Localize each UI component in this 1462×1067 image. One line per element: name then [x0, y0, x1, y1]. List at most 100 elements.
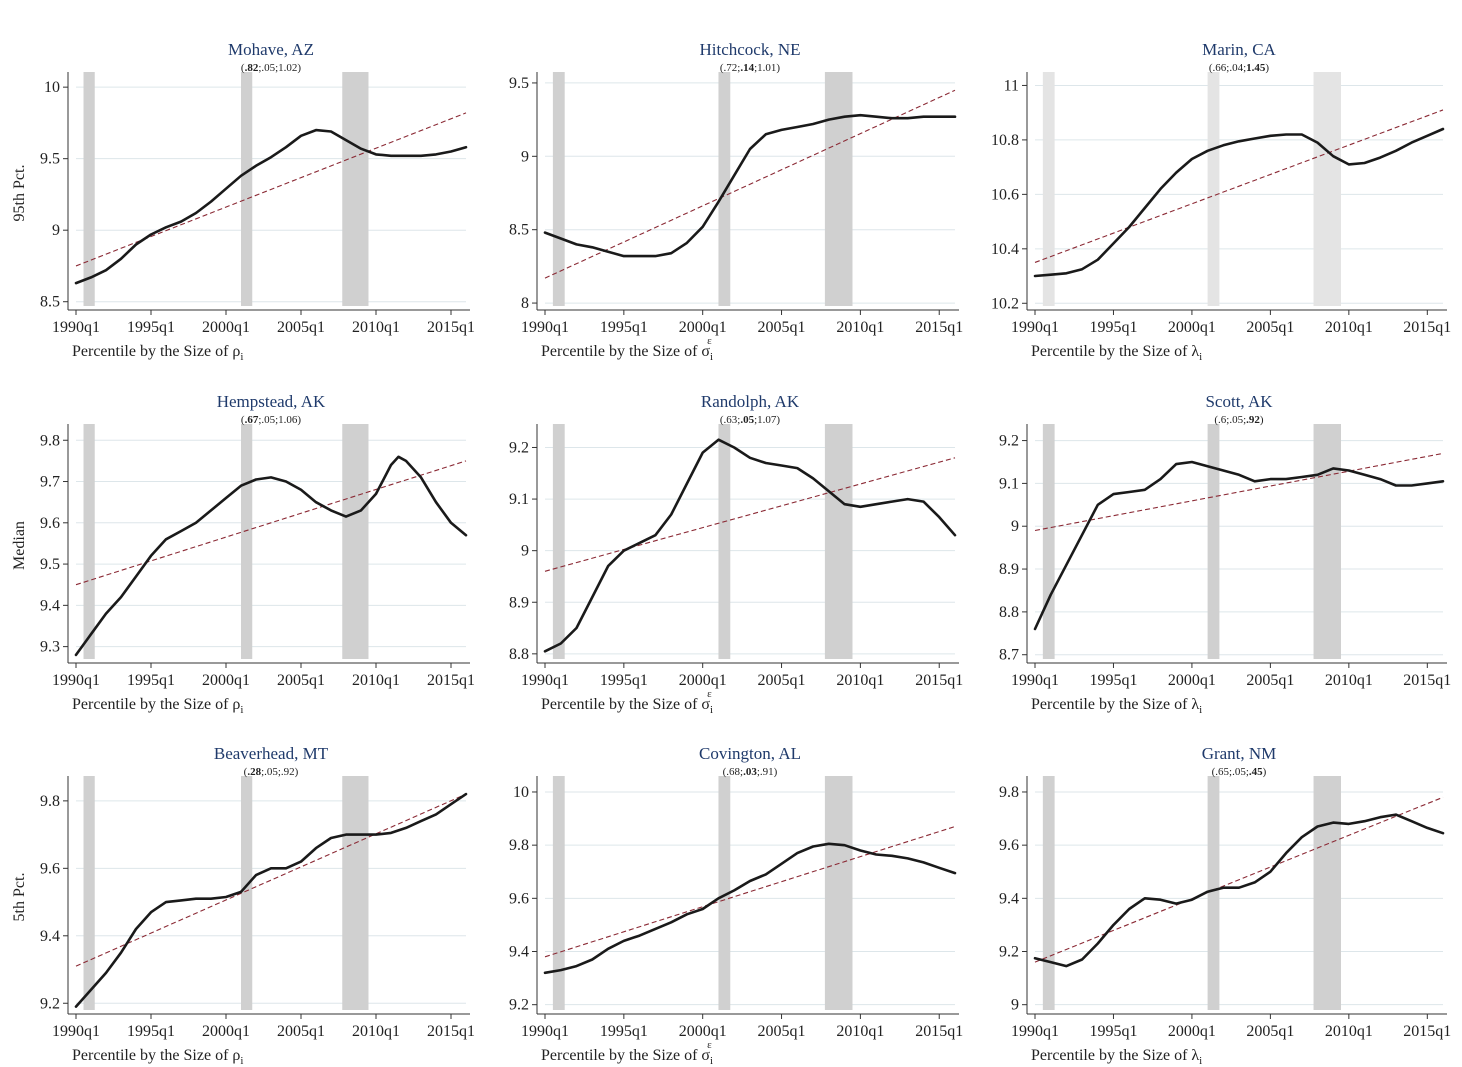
recession-band — [83, 424, 95, 659]
x-axis-label: Percentile by the Size of σiε — [541, 1039, 713, 1067]
x-tick-label: 2010q1 — [352, 1023, 400, 1040]
y-tick-label: 9.8 — [509, 837, 529, 854]
y-tick-label: 9.1 — [999, 475, 1019, 492]
recession-band — [1042, 776, 1055, 1010]
panel-subtitle: (.28;.05;.92) — [244, 766, 299, 778]
trend-line — [544, 89, 956, 279]
y-tick-label: 9 — [521, 148, 529, 165]
y-tick-label: 9.7 — [40, 474, 60, 491]
x-axis-label: Percentile by the Size of σiε — [541, 335, 713, 363]
y-axis-label: Median — [11, 521, 28, 570]
x-tick-label: 2005q1 — [1246, 672, 1294, 689]
y-tick-label: 8.5 — [40, 294, 60, 311]
x-tick-label: 2000q1 — [1168, 319, 1216, 336]
x-tick-label: 2005q1 — [758, 672, 806, 689]
y-tick-label: 10 — [44, 79, 60, 96]
x-tick-label: 1990q1 — [1011, 319, 1059, 336]
trend-line — [544, 457, 956, 572]
recession-band — [83, 776, 95, 1010]
series-line — [74, 455, 468, 657]
panel-subtitle: (.65;.05;.45) — [1212, 766, 1267, 778]
subtitle-part: ;.05;.92) — [261, 766, 299, 778]
y-tick-label: 8.5 — [509, 222, 529, 239]
panel-title: Grant, NM — [1202, 744, 1277, 763]
recession-band — [241, 72, 253, 306]
y-tick-label: 9.3 — [40, 639, 60, 656]
y-tick-label: 9.4 — [40, 597, 60, 614]
panel-7: 9.2 9.4 9.6 9.8 1990q1 1995q1 2000q1 2005q1 2010… — [11, 744, 475, 1067]
y-tick-label: 9.1 — [509, 491, 529, 508]
x-tick-label: 2015q1 — [427, 1023, 475, 1040]
panel-subtitle: (.63;.05;1.07) — [720, 414, 781, 426]
x-tick-label: 2015q1 — [427, 319, 475, 336]
panel-title: Hitchcock, NE — [699, 40, 800, 59]
subtitle-part: ) — [1260, 414, 1264, 426]
x-tick-label: 2000q1 — [202, 319, 250, 336]
x-axis-label: Percentile by the Size of ρi — [72, 343, 243, 363]
y-tick-label: 8.8 — [999, 604, 1019, 621]
panel-title: Beaverhead, MT — [214, 744, 329, 763]
x-tick-label: 2000q1 — [1168, 1023, 1216, 1040]
subtitle-part: ;.05;1.06) — [258, 414, 301, 426]
panel-subtitle: (.82;.05;1.02) — [241, 62, 302, 74]
panel-title: Hempstead, AK — [217, 392, 326, 411]
x-tick-label: 2000q1 — [202, 1023, 250, 1040]
y-axis-label: 95th Pct. — [11, 165, 28, 222]
panel-6: 8.7 8.8 8.9 9 9.1 9.2 1990q1 1995q1 2000q1 2005q1… — [999, 392, 1451, 716]
subtitle-part: (.6;.05; — [1214, 414, 1246, 426]
recession-band — [1313, 424, 1341, 659]
trend-line — [75, 112, 467, 267]
x-tick-label: 2010q1 — [1325, 1023, 1373, 1040]
y-tick-label: 9 — [1011, 518, 1019, 535]
x-tick-label: 1995q1 — [1089, 672, 1137, 689]
x-tick-label: 2005q1 — [758, 319, 806, 336]
y-tick-label: 9.2 — [509, 997, 529, 1014]
recession-band — [824, 776, 853, 1010]
recession-band — [552, 72, 565, 306]
x-axis-label: Percentile by the Size of λi — [1031, 1047, 1202, 1067]
x-axis-label: Percentile by the Size of σiε — [541, 688, 713, 716]
series-line — [543, 113, 957, 258]
x-tick-label: 1990q1 — [52, 1023, 100, 1040]
x-tick-label: 1995q1 — [1089, 319, 1137, 336]
x-tick-label: 2005q1 — [277, 672, 325, 689]
y-tick-label: 10.2 — [991, 295, 1019, 312]
y-tick-label: 11 — [1004, 77, 1019, 94]
subtitle-part: ;.05;1.02) — [258, 62, 301, 74]
x-tick-label: 2005q1 — [277, 319, 325, 336]
recession-band — [241, 776, 253, 1010]
y-tick-label: 9.8 — [40, 432, 60, 449]
x-tick-label: 2010q1 — [1325, 319, 1373, 336]
x-tick-label: 2000q1 — [679, 672, 727, 689]
trend-line — [544, 826, 956, 958]
panel-4: 9.3 9.4 9.5 9.6 9.7 9.8 1990q1 1995q1 2000q1 2005… — [11, 392, 475, 716]
trend-line — [75, 793, 467, 967]
subtitle-part: .92 — [1246, 414, 1260, 426]
y-axis-label: 5th Pct. — [11, 873, 28, 922]
recession-band — [1207, 72, 1220, 306]
series-line — [543, 438, 957, 653]
x-tick-label: 1990q1 — [52, 319, 100, 336]
panel-2: 8 8.5 9 9.5 1990q1 1995q1 2000q1 2005q1 2010q1 20… — [509, 40, 963, 363]
recession-band — [1042, 72, 1055, 306]
subtitle-part: ( — [244, 766, 248, 778]
x-tick-label: 2010q1 — [836, 672, 884, 689]
x-tick-label: 2015q1 — [1403, 319, 1451, 336]
x-tick-label: 2000q1 — [679, 1023, 727, 1040]
recession-band — [1313, 776, 1341, 1010]
y-tick-label: 9.5 — [40, 556, 60, 573]
subtitle-part: (.66;.04; — [1209, 62, 1246, 74]
y-tick-label: 10.8 — [991, 132, 1019, 149]
recession-band — [552, 776, 565, 1010]
subtitle-part: .67 — [245, 414, 259, 426]
x-tick-label: 2000q1 — [202, 672, 250, 689]
subtitle-part: ) — [1263, 766, 1267, 778]
x-tick-label: 2015q1 — [915, 672, 963, 689]
panel-5: 8.8 8.9 9 9.1 9.2 1990q1 1995q1 2000q1 2005q1 201… — [509, 392, 963, 716]
series-line — [543, 842, 957, 975]
x-tick-label: 2005q1 — [758, 1023, 806, 1040]
x-axis-label: Percentile by the Size of λi — [1031, 343, 1202, 363]
y-tick-label: 8 — [521, 295, 529, 312]
panel-subtitle: (.67;.05;1.06) — [241, 414, 302, 426]
